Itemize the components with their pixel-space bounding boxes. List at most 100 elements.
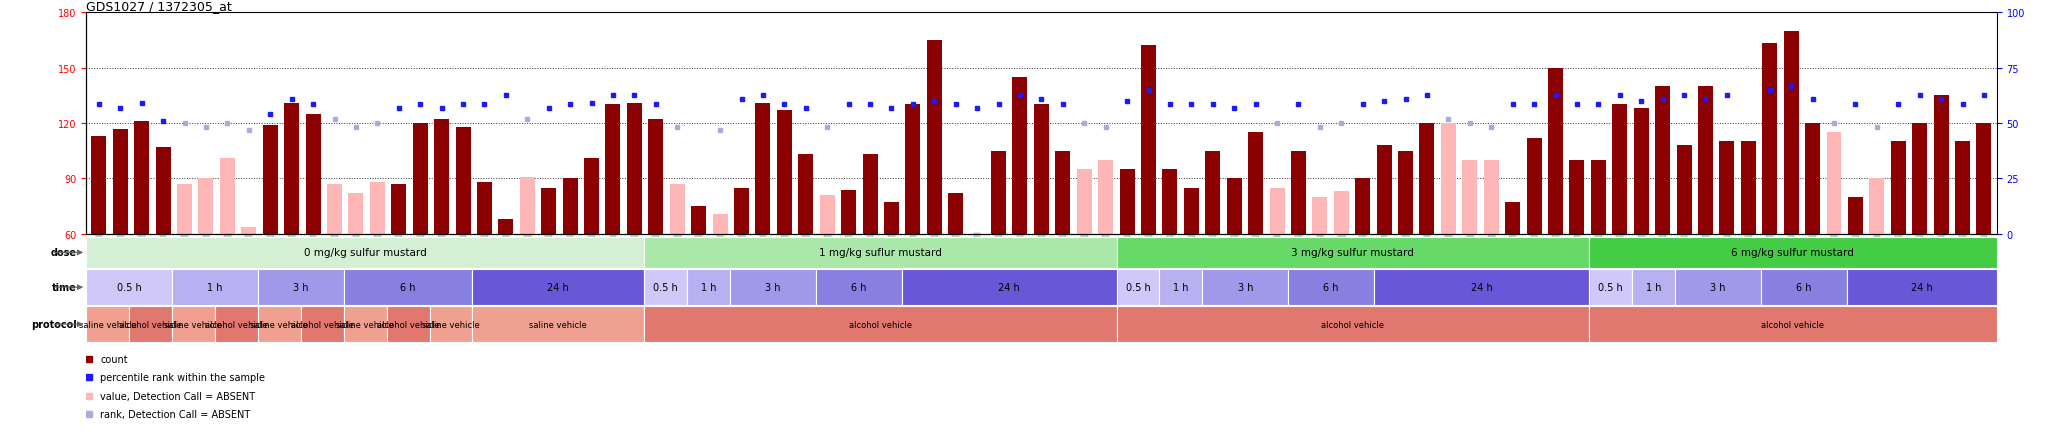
Bar — [172, 270, 258, 305]
Bar — [1374, 270, 1589, 305]
Bar — [1741, 142, 1755, 234]
Bar — [1827, 133, 1841, 234]
Text: saline vehicle: saline vehicle — [164, 320, 223, 329]
Bar — [1399, 151, 1413, 234]
Bar — [215, 307, 258, 342]
Bar — [1202, 270, 1288, 305]
Bar — [1206, 151, 1221, 234]
Bar — [1698, 87, 1712, 234]
Bar — [348, 194, 362, 234]
Text: 6 h: 6 h — [852, 283, 866, 293]
Text: protocol: protocol — [31, 319, 76, 329]
Bar — [92, 137, 106, 234]
Bar — [1634, 109, 1649, 234]
Bar — [645, 270, 688, 305]
Text: 6 h: 6 h — [399, 283, 416, 293]
Text: 6 h: 6 h — [1323, 283, 1339, 293]
Bar — [1505, 203, 1520, 234]
Bar — [1247, 133, 1264, 234]
Bar — [1290, 151, 1307, 234]
Bar — [928, 41, 942, 234]
Bar — [690, 207, 707, 234]
Bar — [1804, 124, 1821, 234]
Bar — [455, 127, 471, 234]
Bar — [1116, 237, 1589, 268]
Bar — [1483, 161, 1499, 234]
Text: alcohol vehicle: alcohol vehicle — [848, 320, 911, 329]
Bar — [1976, 124, 1991, 234]
Bar — [1376, 146, 1393, 234]
Text: alcohol vehicle: alcohol vehicle — [291, 320, 354, 329]
Bar — [606, 105, 621, 234]
Bar — [135, 122, 150, 234]
Bar — [1184, 188, 1198, 234]
Text: 24 h: 24 h — [1911, 283, 1933, 293]
Text: 3 mg/kg sulfur mustard: 3 mg/kg sulfur mustard — [1292, 248, 1415, 258]
Bar — [1442, 124, 1456, 234]
Text: 3 h: 3 h — [1710, 283, 1726, 293]
Bar — [1675, 270, 1761, 305]
Bar — [776, 111, 793, 234]
Text: saline vehicle: saline vehicle — [250, 320, 307, 329]
Text: 3 h: 3 h — [293, 283, 309, 293]
Bar — [86, 237, 645, 268]
Bar — [862, 155, 877, 234]
Bar — [819, 196, 836, 234]
Bar — [305, 115, 322, 234]
Text: alcohol vehicle: alcohol vehicle — [119, 320, 182, 329]
Bar — [627, 103, 641, 234]
Text: saline vehicle: saline vehicle — [78, 320, 137, 329]
Text: 0.5 h: 0.5 h — [117, 283, 141, 293]
Bar — [756, 103, 770, 234]
Bar — [434, 120, 449, 234]
Bar — [1913, 124, 1927, 234]
Bar — [414, 124, 428, 234]
Text: 6 mg/kg sulfur mustard: 6 mg/kg sulfur mustard — [1731, 248, 1853, 258]
Text: percentile rank within the sample: percentile rank within the sample — [100, 372, 266, 382]
Text: 1 mg/kg suflur mustard: 1 mg/kg suflur mustard — [819, 248, 942, 258]
Text: 0.5 h: 0.5 h — [653, 283, 678, 293]
Bar — [584, 159, 600, 234]
Bar — [1589, 270, 1632, 305]
Bar — [1589, 237, 1997, 268]
Bar — [473, 270, 645, 305]
Bar — [1890, 142, 1907, 234]
Bar — [1548, 68, 1563, 234]
Bar — [1720, 142, 1735, 234]
Text: 3 h: 3 h — [766, 283, 780, 293]
Bar — [645, 237, 1116, 268]
Text: 0.5 h: 0.5 h — [1597, 283, 1622, 293]
Bar — [1526, 138, 1542, 234]
Bar — [473, 307, 645, 342]
Text: value, Detection Call = ABSENT: value, Detection Call = ABSENT — [100, 391, 256, 401]
Bar — [1462, 161, 1477, 234]
Bar — [969, 234, 985, 240]
Bar — [477, 183, 492, 234]
Bar — [113, 129, 127, 234]
Bar — [1034, 105, 1049, 234]
Text: count: count — [100, 354, 127, 364]
Text: 6 h: 6 h — [1796, 283, 1810, 293]
Bar — [1012, 78, 1028, 234]
Bar — [991, 151, 1006, 234]
Bar — [1141, 46, 1155, 234]
Bar — [948, 194, 963, 234]
Bar — [1270, 188, 1284, 234]
Bar — [176, 184, 193, 234]
Bar — [1589, 307, 1997, 342]
Text: GDS1027 / 1372305_at: GDS1027 / 1372305_at — [86, 0, 231, 13]
Text: saline vehicle: saline vehicle — [422, 320, 479, 329]
Text: 1 h: 1 h — [1645, 283, 1661, 293]
Text: alcohol vehicle: alcohol vehicle — [1761, 320, 1825, 329]
Bar — [1159, 270, 1202, 305]
Bar — [1163, 170, 1178, 234]
Text: 1 h: 1 h — [207, 283, 223, 293]
Bar — [1847, 270, 1997, 305]
Bar — [1419, 124, 1434, 234]
Bar — [371, 183, 385, 234]
Bar — [1098, 161, 1114, 234]
Bar — [219, 159, 236, 234]
Text: 24 h: 24 h — [997, 283, 1020, 293]
Bar — [262, 125, 279, 234]
Bar — [172, 307, 215, 342]
